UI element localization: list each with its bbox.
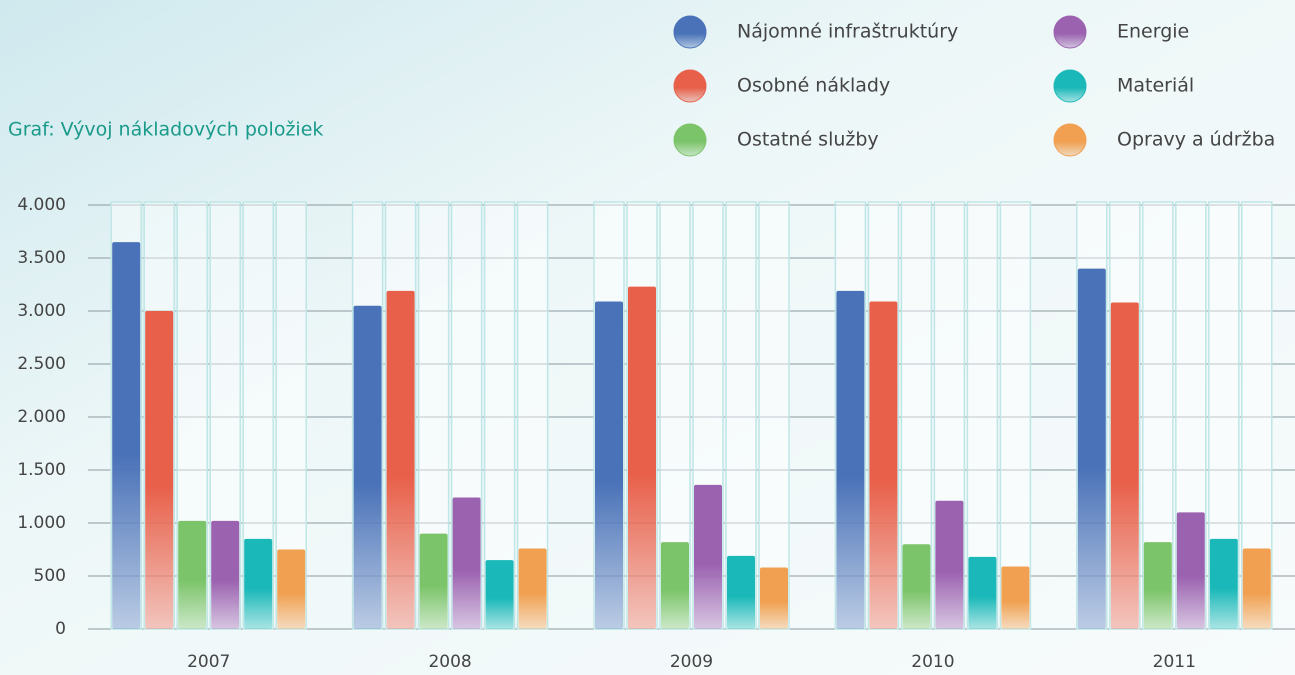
- bar: [1209, 538, 1238, 629]
- x-tick-label: 2008: [428, 652, 471, 672]
- legend-label: Energie: [1117, 21, 1189, 43]
- bar: [211, 520, 240, 629]
- x-tick-label: 2011: [1153, 652, 1196, 672]
- bar: [386, 290, 415, 629]
- bar: [836, 290, 865, 629]
- legend-label: Osobné náklady: [737, 75, 890, 97]
- bar: [595, 301, 623, 629]
- legend-swatch: [1053, 123, 1087, 157]
- bar: [1110, 302, 1139, 629]
- bar: [1176, 512, 1205, 629]
- bar: [1001, 566, 1030, 629]
- bar: [419, 533, 448, 629]
- bar: [694, 484, 722, 629]
- legend-swatch: [673, 69, 707, 103]
- legend-swatch: [673, 15, 707, 49]
- bar: [869, 301, 898, 629]
- y-tick-label: 1.000: [17, 513, 66, 533]
- bar: [353, 305, 382, 629]
- tube: [999, 201, 1032, 630]
- bar: [968, 556, 997, 629]
- legend-swatch: [673, 123, 707, 157]
- y-tick-label: 0: [55, 619, 66, 639]
- bar: [178, 520, 207, 629]
- legend-label: Nájomné infraštruktúry: [737, 21, 958, 43]
- legend-swatch: [1053, 15, 1087, 49]
- bar: [112, 242, 141, 629]
- bar: [244, 538, 273, 629]
- bar: [935, 500, 964, 629]
- bar: [518, 548, 547, 629]
- y-tick-label: 4.000: [17, 195, 66, 215]
- legend-label: Opravy a údržba: [1117, 129, 1275, 151]
- bar: [452, 497, 481, 629]
- bar: [628, 286, 656, 629]
- bar: [145, 311, 174, 629]
- x-tick-label: 2009: [670, 652, 713, 672]
- legend-label: Materiál: [1117, 75, 1194, 97]
- legend-label: Ostatné služby: [737, 129, 879, 151]
- y-tick-label: 1.500: [17, 460, 66, 480]
- x-tick-label: 2007: [187, 652, 230, 672]
- bar: [1143, 542, 1172, 629]
- y-tick-label: 2.500: [17, 354, 66, 374]
- y-tick-label: 500: [34, 566, 66, 586]
- y-tick-label: 3.500: [17, 248, 66, 268]
- y-tick-label: 2.000: [17, 407, 66, 427]
- x-tick-label: 2010: [911, 652, 954, 672]
- bar: [661, 542, 689, 629]
- bar: [727, 555, 755, 629]
- bar: [485, 560, 514, 629]
- y-tick-label: 3.000: [17, 301, 66, 321]
- bar: [1077, 268, 1106, 629]
- legend-swatch: [1053, 69, 1087, 103]
- tube: [758, 201, 790, 630]
- chart-title: Graf: Vývoj nákladových položiek: [8, 119, 323, 141]
- bar: [1242, 548, 1271, 629]
- bar: [902, 544, 931, 629]
- bar: [760, 567, 788, 629]
- bar: [277, 549, 306, 629]
